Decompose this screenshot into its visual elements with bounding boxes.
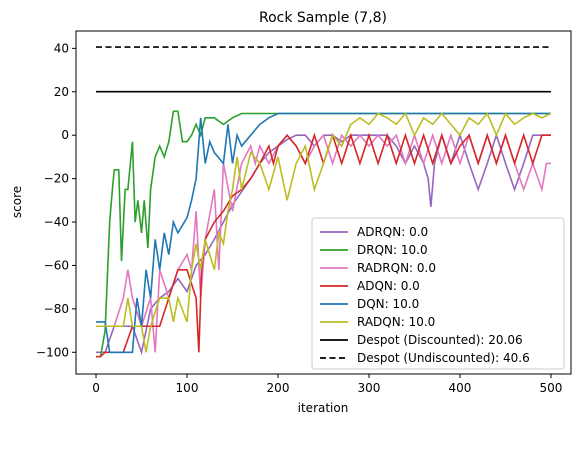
series-line-6 <box>96 111 552 353</box>
y-tick-label: 20 <box>54 85 69 99</box>
legend-label: ADQN: 0.0 <box>357 279 420 293</box>
axis-ticks: 0 100 200 300 400 500 −100 −80 −60 −40 −20 0 20 40 <box>36 41 562 395</box>
x-tick-label: 200 <box>267 381 290 395</box>
legend-label: RADQN: 10.0 <box>357 315 435 329</box>
series-line-2 <box>96 110 551 358</box>
y-tick-label: −80 <box>44 302 69 316</box>
plot-frame <box>75 30 572 375</box>
y-axis-label: score <box>10 186 24 218</box>
legend-label: ADRQN: 0.0 <box>357 225 428 239</box>
legend-label: DRQN: 10.0 <box>357 243 428 257</box>
series-line-5 <box>96 112 551 354</box>
legend-box <box>311 217 565 370</box>
legend-label: DQN: 10.0 <box>357 297 419 311</box>
x-axis-label: iteration <box>298 401 349 415</box>
y-tick-label: 40 <box>54 41 69 55</box>
legend-label: Despot (Discounted): 20.06 <box>357 333 523 347</box>
x-tick-label: 400 <box>449 381 472 395</box>
legend-label: Despot (Undiscounted): 40.6 <box>357 351 530 365</box>
y-tick-label: 0 <box>61 128 69 142</box>
x-tick-label: 500 <box>540 381 563 395</box>
plot-area <box>96 46 552 358</box>
y-tick-label: −20 <box>44 172 69 186</box>
x-tick-label: 100 <box>176 381 199 395</box>
chart-title: Rock Sample (7,8) <box>259 10 387 26</box>
legend-label: RADRQN: 0.0 <box>357 261 436 275</box>
legend: ADRQN: 0.0 DRQN: 10.0 RADRQN: 0.0 ADQN: 0.0… <box>311 217 565 370</box>
y-tick-label: −100 <box>36 345 69 359</box>
y-tick-label: −40 <box>44 215 69 229</box>
x-tick-label: 0 <box>92 381 100 395</box>
y-tick-label: −60 <box>44 258 69 272</box>
x-tick-label: 300 <box>358 381 381 395</box>
